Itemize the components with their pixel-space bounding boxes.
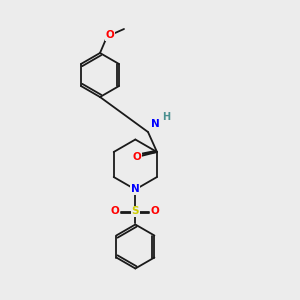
Text: H: H xyxy=(162,112,170,122)
Text: O: O xyxy=(111,206,120,217)
Text: S: S xyxy=(132,206,139,217)
Text: N: N xyxy=(151,119,159,129)
Text: O: O xyxy=(133,152,141,162)
Text: N: N xyxy=(131,184,140,194)
Text: O: O xyxy=(106,30,114,40)
Text: O: O xyxy=(151,206,160,217)
